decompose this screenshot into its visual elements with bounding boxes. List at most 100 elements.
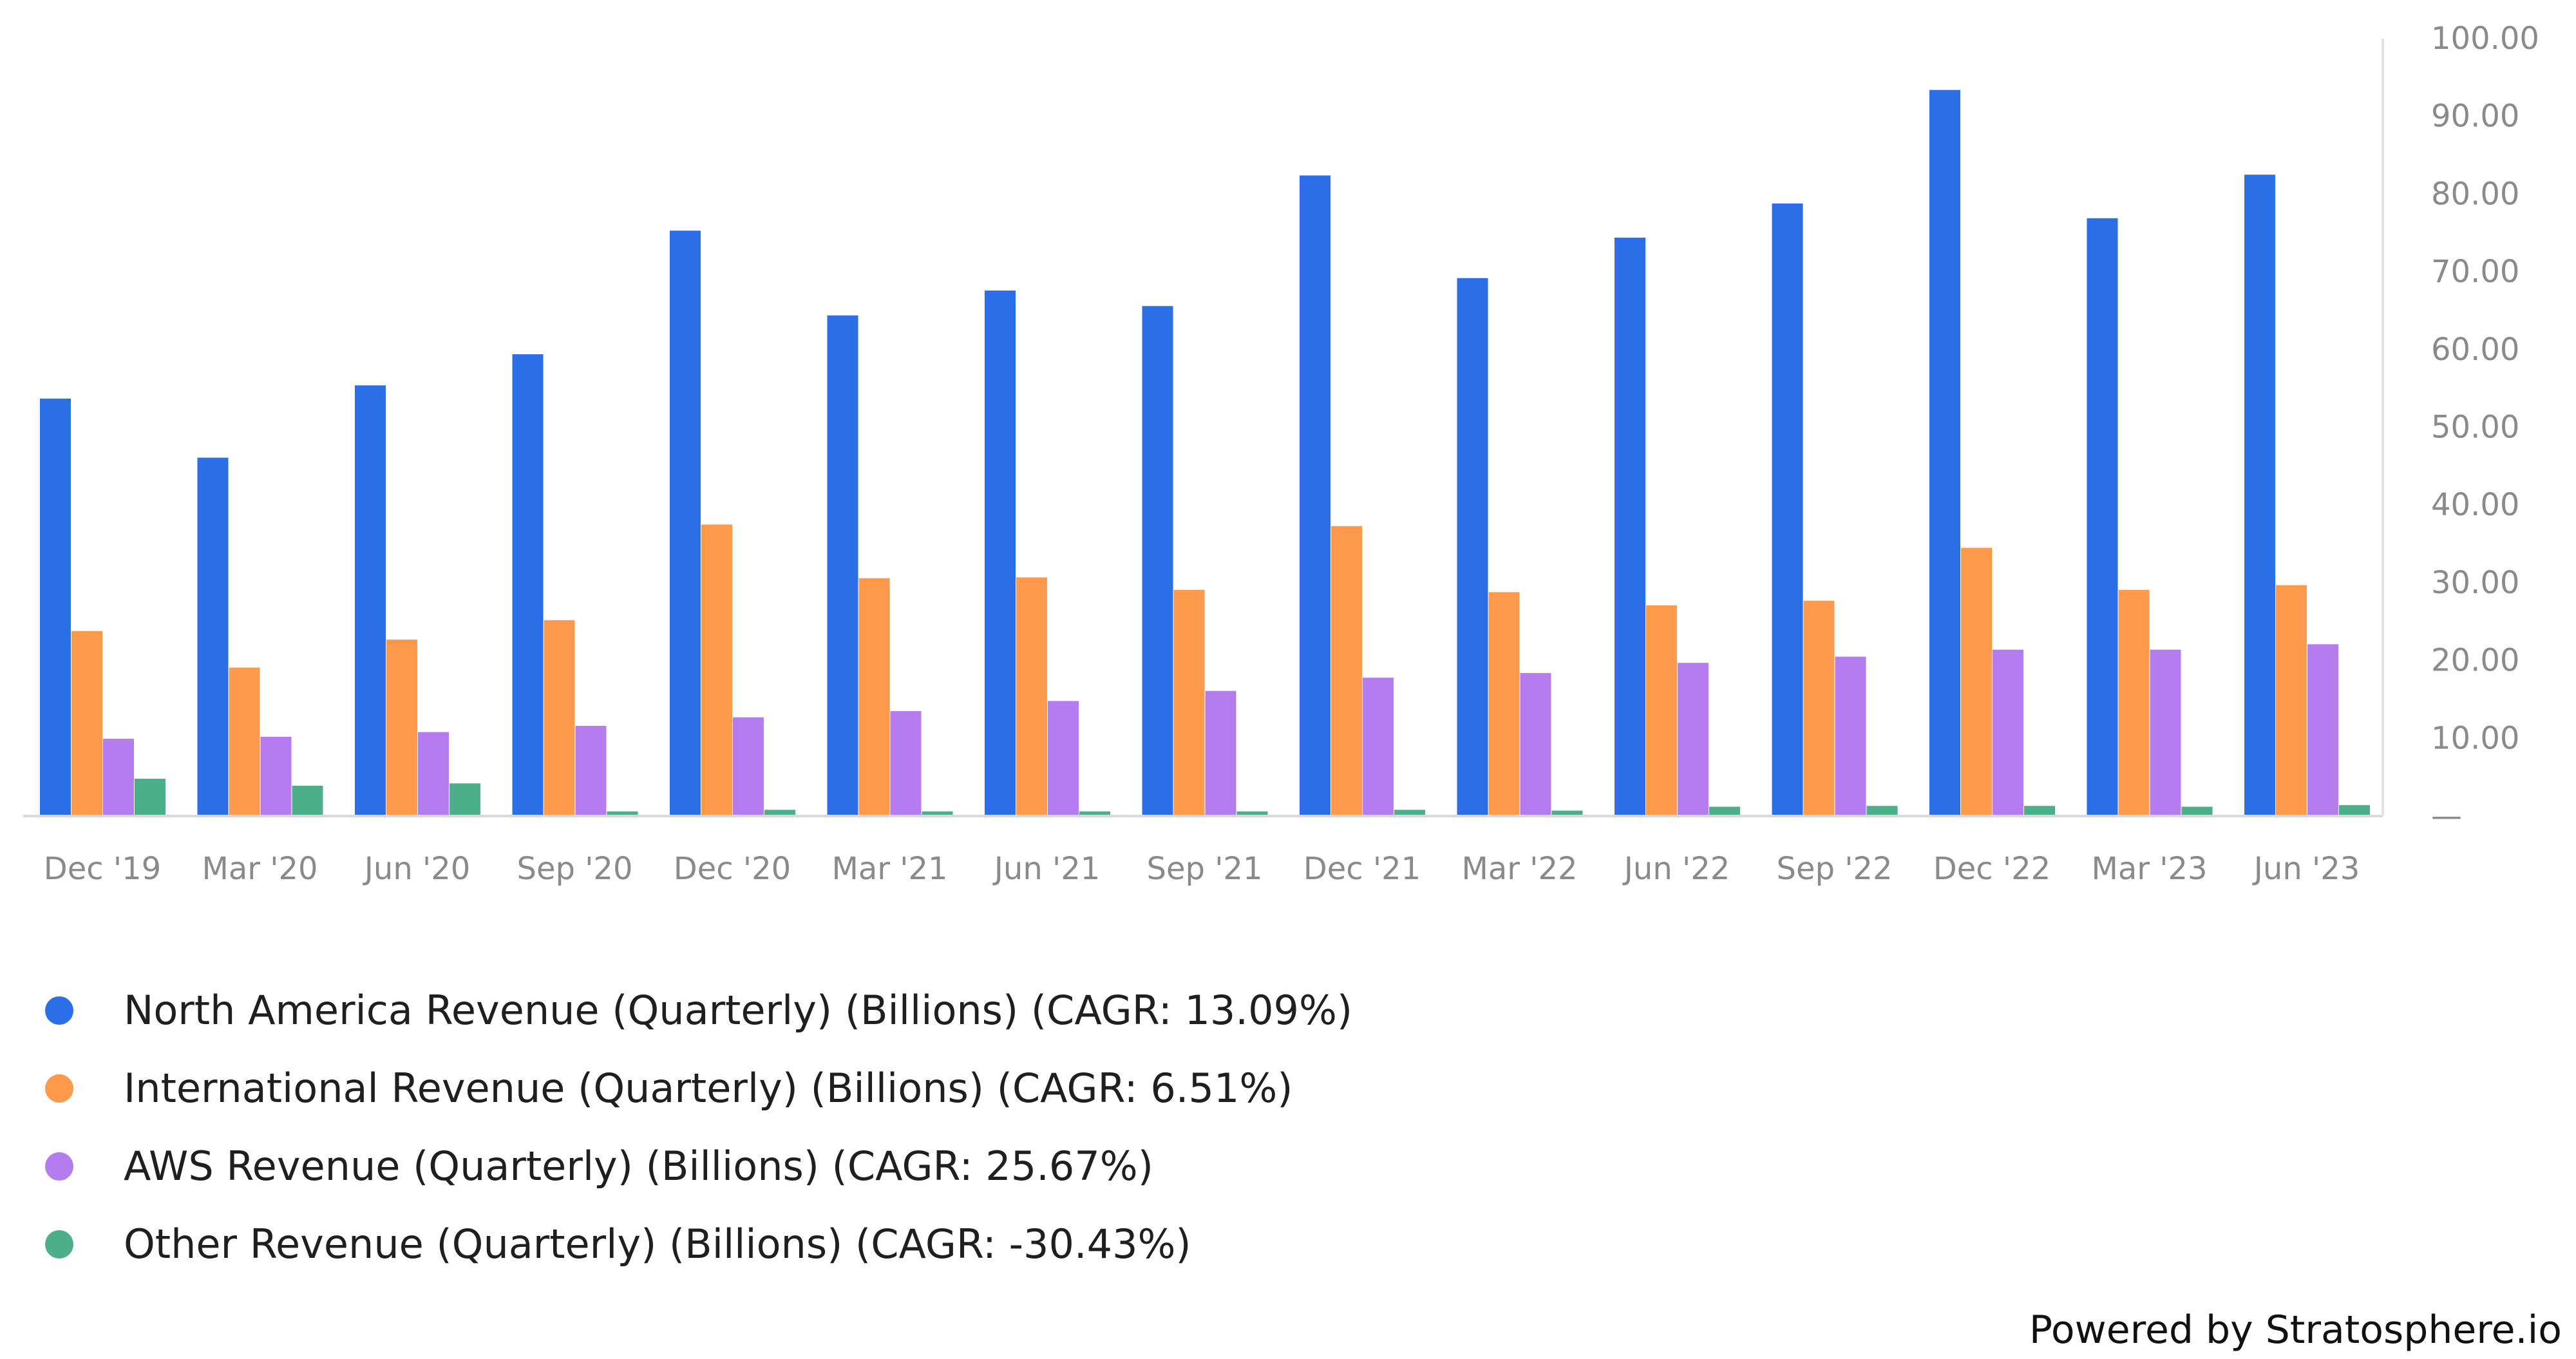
y-axis-ticks: 100.00 90.00 80.00 70.00 60.00 50.00 40.00 30.0… [2431,21,2539,834]
legend-item-north-america[interactable]: North America Revenue (Quarterly) (Billi… [45,971,1352,1049]
legend-label: North America Revenue (Quarterly) (Billi… [124,987,1353,1034]
bar-s3-3[interactable] [607,811,638,816]
bar-s3-2[interactable] [450,783,480,816]
x-tick-label: Mar '21 [831,851,947,887]
bar-s0-6[interactable] [985,290,1016,816]
bar-s0-14[interactable] [2244,175,2275,817]
y-tick-label: 10.00 [2431,720,2519,756]
bar-s0-8[interactable] [1300,175,1331,816]
x-tick-label: Dec '22 [1933,851,2050,887]
bar-s1-1[interactable] [229,667,260,816]
bar-s1-9[interactable] [1488,592,1520,816]
bar-s1-6[interactable] [1016,577,1047,816]
y-tick-label: 90.00 [2431,99,2519,135]
bar-s1-3[interactable] [544,620,575,816]
bar-s0-1[interactable] [197,457,229,816]
bar-s3-0[interactable] [135,779,166,816]
bar-s2-1[interactable] [260,736,292,816]
x-tick-label: Jun '22 [1622,851,1730,887]
bar-s3-1[interactable] [292,785,323,816]
bar-s2-13[interactable] [2150,649,2181,816]
legend-dot-icon [45,996,73,1025]
bar-s2-7[interactable] [1205,690,1236,816]
bar-s2-11[interactable] [1835,656,1866,816]
x-tick-label: Dec '20 [674,851,791,887]
bar-s1-12[interactable] [1961,547,1992,816]
bar-s0-3[interactable] [512,354,544,816]
bar-s2-3[interactable] [575,725,607,816]
x-tick-label: Jun '20 [363,851,471,887]
bar-s2-6[interactable] [1048,701,1079,816]
y-tick-label: 20.00 [2431,643,2519,679]
y-tick-label: 100.00 [2431,21,2539,57]
bar-s3-11[interactable] [1866,806,1898,816]
bar-s0-0[interactable] [40,398,71,816]
bar-s3-14[interactable] [2339,805,2370,816]
bar-s0-13[interactable] [2087,218,2118,816]
y-tick-label: — [2431,798,2462,834]
bar-s2-4[interactable] [733,717,764,816]
bar-s0-7[interactable] [1142,306,1173,816]
legend-dot-icon [45,1230,73,1259]
legend: North America Revenue (Quarterly) (Billi… [45,971,1352,1283]
bar-s1-7[interactable] [1173,589,1205,816]
bar-s1-10[interactable] [1646,605,1677,816]
bar-s1-8[interactable] [1331,526,1362,816]
bar-s0-12[interactable] [1929,90,1960,817]
bar-s2-8[interactable] [1363,678,1394,816]
x-tick-label: Mar '22 [1461,851,1577,887]
x-axis-labels: Dec '19 Mar '20 Jun '20 Sep '20 Dec '20 Mar '… [44,851,2360,887]
legend-label: AWS Revenue (Quarterly) (Billions) (CAGR… [124,1143,1153,1190]
bar-s3-9[interactable] [1551,810,1583,816]
bar-s2-2[interactable] [418,732,449,816]
legend-dot-icon [45,1152,73,1181]
bar-s1-5[interactable] [858,578,890,816]
bar-s1-13[interactable] [2118,589,2150,816]
bar-s0-10[interactable] [1615,237,1645,816]
bar-s1-11[interactable] [1803,600,1835,816]
legend-label: International Revenue (Quarterly) (Billi… [124,1065,1293,1112]
y-tick-label: 50.00 [2431,410,2519,446]
bar-s3-12[interactable] [2024,806,2055,816]
bar-s3-7[interactable] [1236,811,1268,816]
legend-item-international[interactable]: International Revenue (Quarterly) (Billi… [45,1049,1352,1127]
bar-s0-5[interactable] [827,315,858,816]
bar-s1-2[interactable] [386,640,417,816]
bar-s0-4[interactable] [670,231,701,816]
bar-s2-0[interactable] [103,738,134,816]
bar-s2-9[interactable] [1520,672,1551,816]
x-tick-label: Jun '21 [992,851,1101,887]
bar-s0-11[interactable] [1772,203,1803,816]
bar-s2-5[interactable] [890,711,922,816]
y-tick-label: 70.00 [2431,254,2519,290]
bar-s2-10[interactable] [1678,663,1709,816]
x-tick-label: Mar '20 [202,851,317,887]
bar-s3-10[interactable] [1709,806,1740,816]
y-tick-label: 30.00 [2431,565,2519,601]
bar-s3-6[interactable] [1079,811,1110,816]
bar-s0-9[interactable] [1457,278,1488,817]
y-tick-label: 40.00 [2431,487,2519,523]
bar-s1-14[interactable] [2276,585,2307,816]
powered-by-link[interactable]: Powered by Stratosphere.io [2029,1307,2562,1353]
bar-s1-0[interactable] [71,631,102,816]
bar-s1-4[interactable] [701,524,732,816]
bar-s3-8[interactable] [1394,810,1425,816]
bar-s3-5[interactable] [922,811,953,816]
y-tick-label: 80.00 [2431,176,2519,212]
chart-bars [40,90,2370,817]
x-tick-label: Sep '22 [1777,851,1893,887]
x-tick-label: Sep '21 [1147,851,1263,887]
y-tick-label: 60.00 [2431,332,2519,368]
legend-item-other[interactable]: Other Revenue (Quarterly) (Billions) (CA… [45,1205,1352,1283]
x-tick-label: Dec '21 [1303,851,1421,887]
bar-s2-14[interactable] [2307,644,2338,816]
bar-s3-4[interactable] [764,810,795,816]
bar-s2-12[interactable] [1993,649,2023,816]
legend-item-aws[interactable]: AWS Revenue (Quarterly) (Billions) (CAGR… [45,1127,1352,1205]
x-tick-label: Dec '19 [44,851,161,887]
bar-s0-2[interactable] [355,385,386,816]
x-tick-label: Mar '23 [2091,851,2207,887]
bar-s3-13[interactable] [2181,806,2213,816]
legend-label: Other Revenue (Quarterly) (Billions) (CA… [124,1221,1191,1268]
